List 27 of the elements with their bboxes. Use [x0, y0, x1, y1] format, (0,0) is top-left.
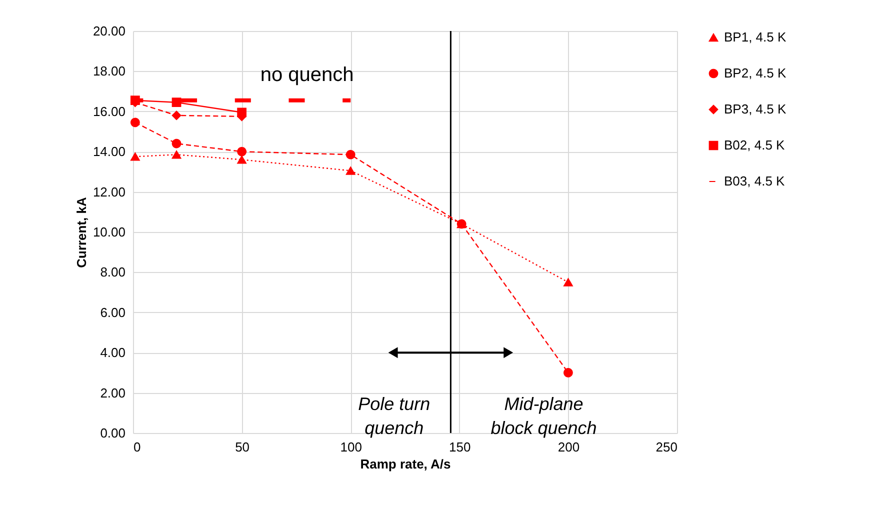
y-tick-label: 16.00: [92, 104, 126, 119]
y-tick-label: 14.00: [92, 144, 126, 160]
y-tick-label: 8.00: [100, 264, 126, 280]
x-axis-title: Ramp rate, A/s: [360, 456, 451, 472]
y-tick-label: 0.00: [100, 426, 126, 440]
y-tick-label: 4.00: [100, 345, 126, 360]
x-tick-label: 250: [656, 440, 678, 454]
y-tick-label: 20.00: [92, 24, 126, 38]
x-tick-label: 0: [134, 440, 141, 454]
x-tick-label: 200: [558, 440, 580, 454]
y-tick-label: 2.00: [100, 385, 126, 400]
legend-label: B02, 4.5 K: [724, 138, 786, 152]
x-tick-label: 100: [340, 440, 362, 454]
y-axis-title: Current, kA: [74, 196, 89, 268]
y-tick-label: 10.00: [92, 224, 126, 240]
legend-label: B03, 4.5 K: [724, 174, 786, 188]
annotation: Mid-plane block quench: [490, 394, 597, 438]
annotation: no quench: [260, 64, 354, 86]
x-tick-label: 50: [235, 440, 250, 454]
x-tick-label: 150: [449, 440, 471, 454]
legend-label: BP3, 4.5 K: [724, 102, 786, 116]
legend-label: BP2, 4.5 K: [724, 66, 786, 80]
annotation: Pole turn quench: [358, 394, 430, 438]
y-tick-label: 18.00: [92, 64, 126, 79]
y-tick-label: 12.00: [92, 184, 126, 200]
legend-label: BP1, 4.5 K: [724, 30, 786, 44]
y-tick-label: 6.00: [100, 304, 126, 320]
